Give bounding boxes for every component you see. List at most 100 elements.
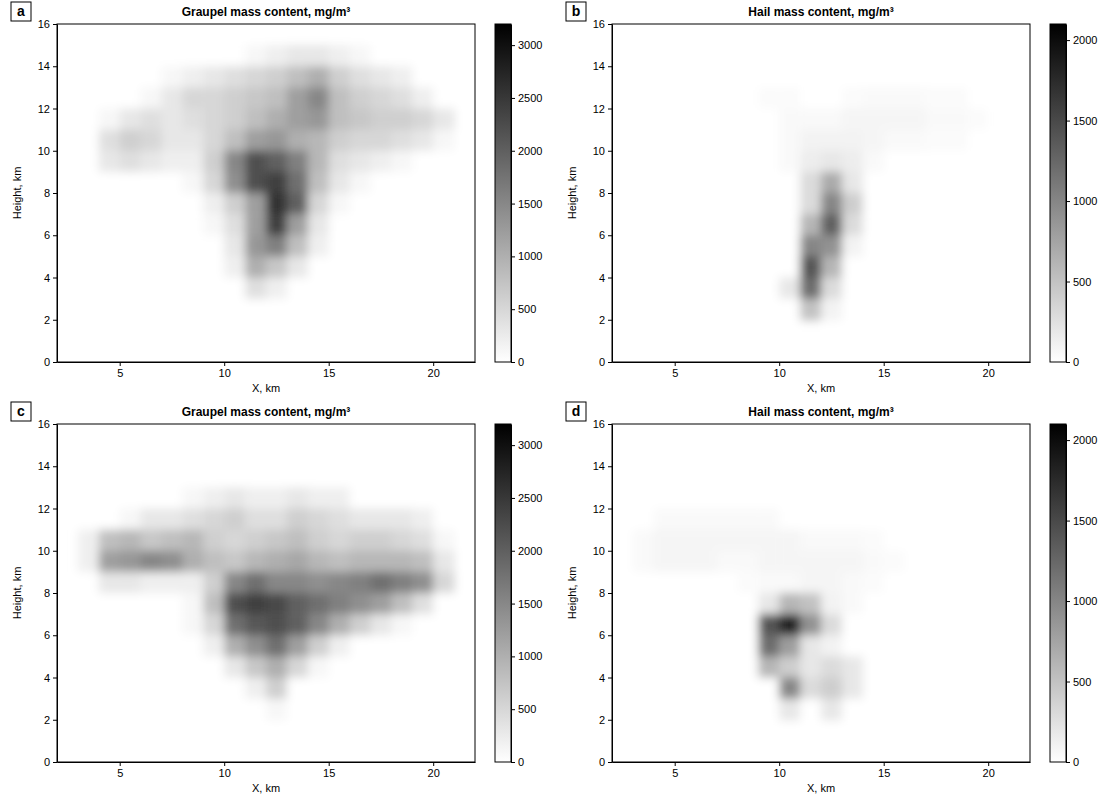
cell — [717, 656, 739, 678]
cell — [371, 614, 393, 636]
cell — [863, 699, 885, 721]
cell — [905, 656, 927, 678]
y-axis-line — [57, 425, 58, 763]
y-axis-tick-label: 10 — [38, 145, 50, 157]
cell — [800, 45, 822, 67]
cell — [78, 445, 100, 467]
cell — [141, 87, 163, 109]
cell — [717, 256, 739, 278]
y-axis-tick: 10 — [38, 545, 57, 557]
panel: 51015200246810121416Hail mass content, m… — [566, 402, 1097, 794]
y-axis-tick-label: 12 — [593, 503, 605, 515]
cell — [245, 66, 267, 88]
cell — [946, 614, 968, 636]
cell — [182, 235, 204, 257]
cell — [842, 87, 864, 109]
cell — [863, 572, 885, 594]
cell — [863, 509, 885, 531]
cell — [696, 151, 718, 173]
y-axis-tick-mark — [53, 235, 57, 236]
cell — [203, 656, 225, 678]
cell — [946, 466, 968, 488]
cell — [821, 530, 843, 552]
cell — [926, 466, 948, 488]
cell — [245, 299, 267, 321]
cell — [120, 466, 142, 488]
y-axis-tick-label: 6 — [599, 629, 605, 641]
cell — [988, 572, 1010, 594]
cell — [308, 151, 330, 173]
cell — [821, 635, 843, 657]
cell — [800, 530, 822, 552]
cell — [120, 699, 142, 721]
cell — [329, 172, 351, 194]
y-axis-tick-label: 2 — [599, 714, 605, 726]
cell — [245, 635, 267, 657]
cell — [779, 635, 801, 657]
cell — [391, 172, 413, 194]
cell — [633, 214, 655, 236]
y-axis-tick-label: 14 — [593, 460, 605, 472]
cell — [884, 214, 906, 236]
cell — [737, 87, 759, 109]
x-axis-tick-label: 5 — [117, 767, 123, 779]
cell — [675, 87, 697, 109]
colorbar-axis-tick-label: 0 — [1073, 356, 1079, 368]
cell — [203, 256, 225, 278]
cell — [99, 572, 121, 594]
y-axis-tick: 0 — [599, 756, 612, 768]
y-axis-tick-label: 10 — [593, 545, 605, 557]
x-axis-tick-mark — [779, 762, 780, 766]
cell — [287, 172, 309, 194]
cell — [350, 530, 372, 552]
cell — [779, 656, 801, 678]
colorbar-axis-tick-mark — [1066, 601, 1070, 602]
cell — [821, 87, 843, 109]
cell — [654, 278, 676, 300]
cell — [120, 235, 142, 257]
colorbar-axis: 0500100015002000 — [1066, 25, 1097, 369]
cell — [350, 299, 372, 321]
cell — [926, 678, 948, 700]
cell — [266, 487, 288, 509]
cell — [884, 256, 906, 278]
cell — [863, 487, 885, 509]
cell — [884, 445, 906, 467]
cell — [78, 678, 100, 700]
cell — [884, 278, 906, 300]
cell — [821, 130, 843, 152]
cell — [863, 635, 885, 657]
cell — [696, 45, 718, 67]
y-axis-tick: 10 — [593, 545, 612, 557]
cell — [224, 193, 246, 215]
y-axis-tick-mark — [608, 762, 612, 763]
cell — [675, 572, 697, 594]
y-axis-tick-label: 4 — [44, 272, 50, 284]
cell — [350, 551, 372, 573]
cell — [78, 656, 100, 678]
cell — [905, 572, 927, 594]
cell — [287, 235, 309, 257]
cell — [758, 278, 780, 300]
cell — [412, 530, 434, 552]
cell — [224, 235, 246, 257]
y-axis-tick-mark — [53, 635, 57, 636]
x-axis-tick: 20 — [983, 762, 995, 779]
cell — [182, 699, 204, 721]
cell — [675, 445, 697, 467]
x-axis: 5101520 — [58, 762, 476, 779]
cell — [329, 45, 351, 67]
cell — [946, 656, 968, 678]
cell — [141, 299, 163, 321]
colorbar-axis-tick-mark — [511, 309, 515, 310]
cell — [905, 678, 927, 700]
cell — [245, 572, 267, 594]
cell — [758, 130, 780, 152]
y-axis-tick: 14 — [38, 60, 57, 72]
cell — [842, 656, 864, 678]
cell — [758, 509, 780, 531]
cell — [633, 109, 655, 131]
cell — [863, 151, 885, 173]
y-axis-tick-mark — [53, 151, 57, 152]
cell — [120, 66, 142, 88]
